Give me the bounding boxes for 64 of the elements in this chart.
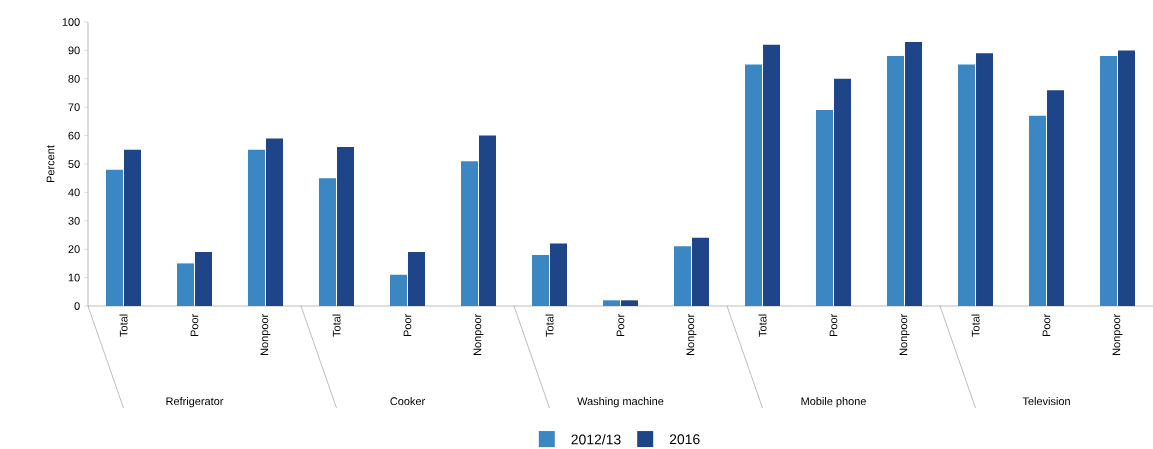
- y-tick-label: 50: [68, 160, 80, 168]
- bar: [266, 138, 283, 306]
- bar: [248, 149, 265, 306]
- x-tick-label: Total: [758, 314, 767, 337]
- y-tick-label: 30: [68, 216, 80, 225]
- legend-label: 2012/13: [571, 434, 621, 445]
- x-tick-label: Poor: [190, 314, 199, 337]
- bar: [1118, 50, 1136, 306]
- x-tick-label: Nonpoor: [686, 314, 697, 355]
- bar: [834, 78, 852, 306]
- text: Mobile phone: [801, 397, 866, 408]
- legend-label: 2016: [669, 434, 700, 445]
- x-tick-label: Nonpoor: [1112, 314, 1123, 355]
- x-tick-label: Poor: [403, 314, 412, 337]
- x-tick-label: Total: [971, 314, 980, 337]
- y-axis-title: Percent: [46, 145, 55, 182]
- y-tick-label: 90: [68, 46, 80, 55]
- bar: [674, 246, 692, 306]
- bar: [887, 56, 905, 306]
- x-tick-label: Poor: [829, 314, 838, 337]
- text: Cooker: [390, 397, 425, 406]
- bar: [106, 169, 123, 306]
- bar: [1100, 56, 1118, 306]
- x-tick-label: Nonpoor: [473, 314, 484, 355]
- bar: [976, 53, 994, 306]
- bar: [1029, 115, 1047, 306]
- bar: [177, 263, 194, 306]
- y-tick-label: 40: [68, 188, 80, 197]
- bar: [461, 161, 478, 306]
- x-tick-label: Total: [332, 314, 341, 337]
- y-tick-label: 20: [68, 245, 80, 254]
- y-tick-label: 80: [68, 74, 80, 83]
- bar: [905, 41, 923, 306]
- bar: [532, 254, 550, 306]
- bar: [408, 252, 425, 306]
- x-tick-label: Total: [545, 314, 554, 337]
- x-tick-label: Nonpoor: [899, 314, 910, 355]
- bar: [337, 146, 354, 306]
- x-tick-label: Nonpoor: [260, 314, 271, 355]
- bar: [479, 135, 496, 306]
- y-tick-label: 10: [68, 273, 80, 282]
- bar: [1047, 90, 1065, 306]
- y-tick-label: 100: [62, 18, 80, 26]
- bar: [550, 243, 568, 306]
- bar: [816, 110, 834, 306]
- x-tick-label: Poor: [1042, 314, 1051, 337]
- bar: [958, 64, 976, 306]
- text: Washing machine: [577, 397, 664, 408]
- bar: [319, 178, 336, 306]
- bar: [124, 149, 141, 306]
- bar: [745, 64, 763, 306]
- bar: [390, 274, 407, 306]
- y-tick-label: 60: [68, 131, 80, 140]
- y-tick-label: 0: [74, 302, 80, 310]
- x-tick-label: Total: [119, 314, 128, 337]
- text: Refrigerator: [166, 397, 224, 408]
- bar: [603, 300, 621, 306]
- bar: [195, 252, 212, 306]
- bar: [621, 300, 639, 306]
- text: Television: [1022, 397, 1070, 406]
- bar: [763, 44, 781, 306]
- x-tick-label: Poor: [616, 314, 625, 337]
- bar: [692, 237, 710, 306]
- y-tick-label: 70: [68, 103, 80, 112]
